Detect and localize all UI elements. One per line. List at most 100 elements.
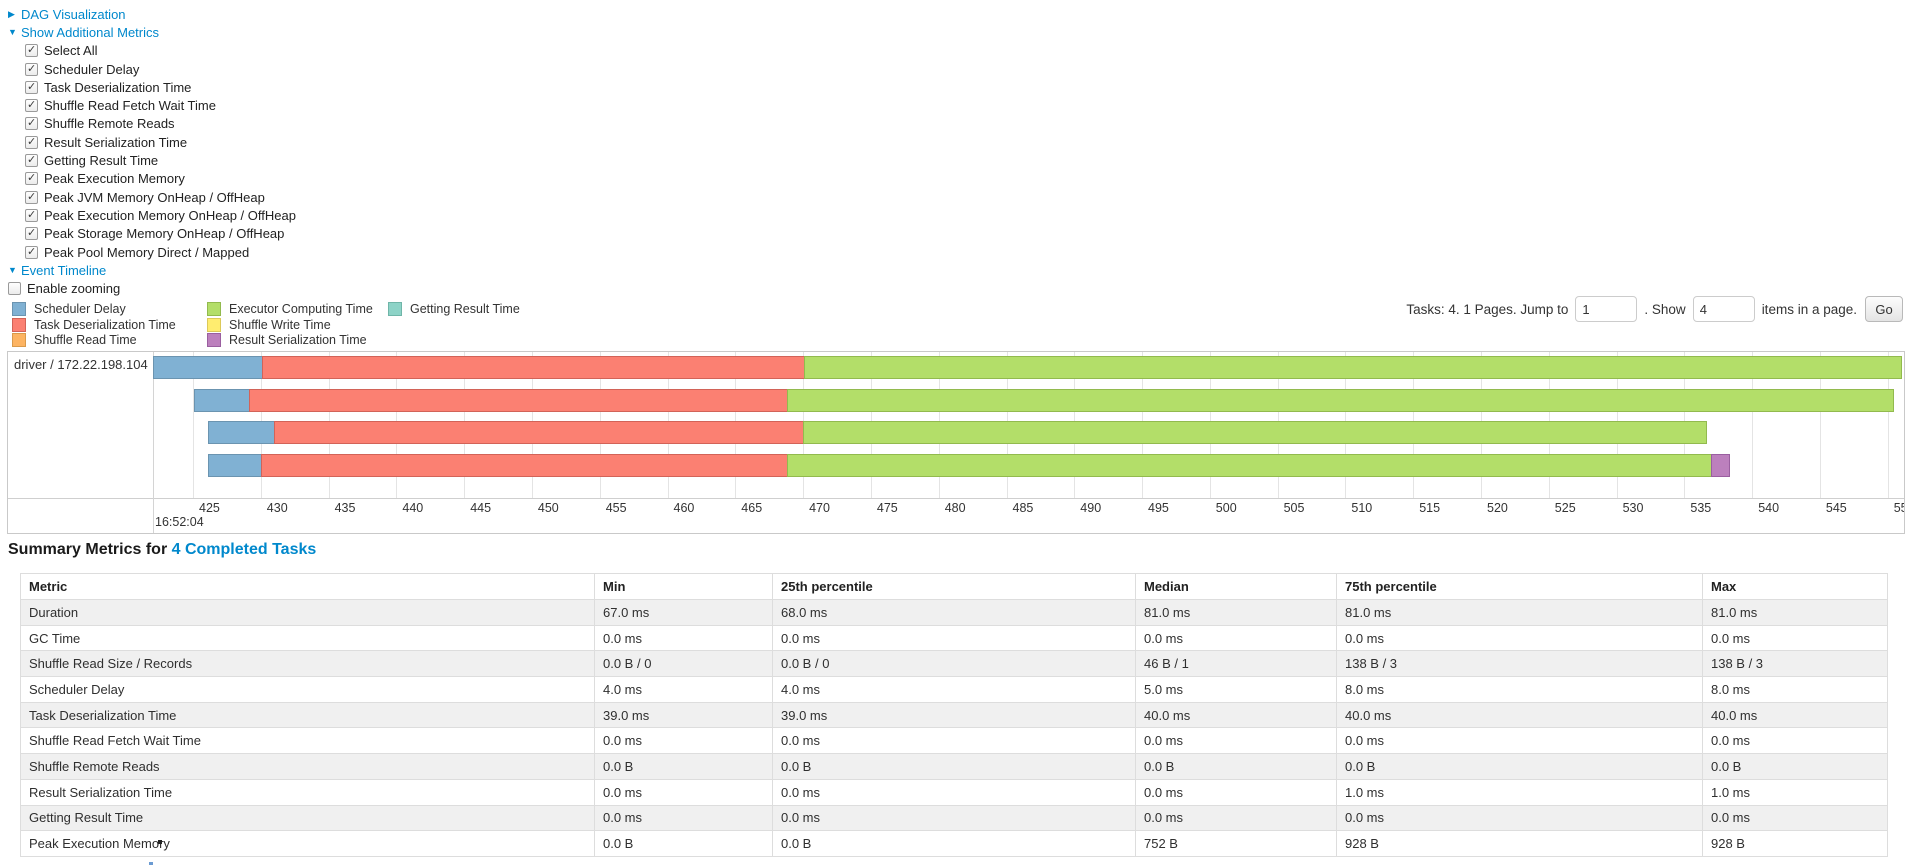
segment-executor-computing bbox=[803, 356, 1902, 379]
gridline bbox=[1819, 352, 1821, 498]
metric-checkbox[interactable] bbox=[25, 43, 38, 58]
show-additional-metrics-link[interactable]: Show Additional Metrics bbox=[21, 24, 160, 40]
metric-checkbox-row: Peak Execution Memory bbox=[8, 170, 296, 188]
event-timeline-link[interactable]: Event Timeline bbox=[21, 262, 107, 278]
enable-zooming-checkbox[interactable] bbox=[8, 282, 21, 296]
metric-value-cell: 40.0 ms bbox=[1135, 701, 1337, 729]
legend-label: Scheduler Delay bbox=[34, 302, 126, 316]
segment-executor-computing bbox=[786, 454, 1713, 477]
metric-value-cell: 4.0 ms bbox=[772, 676, 1136, 703]
metric-value-cell: 0.0 B / 0 bbox=[594, 650, 773, 678]
legend-label: Shuffle Write Time bbox=[229, 317, 331, 332]
metric-checkbox[interactable] bbox=[25, 135, 38, 149]
metric-value-cell: 138 B / 3 bbox=[1336, 650, 1703, 678]
metric-checkbox[interactable] bbox=[25, 80, 38, 94]
metric-checkbox[interactable] bbox=[25, 171, 38, 186]
metric-value-cell: 0.0 ms bbox=[772, 624, 1136, 652]
enable-zooming-row: Enable zooming bbox=[8, 279, 296, 297]
metric-checkbox-row: Peak Storage Memory OnHeap / OffHeap bbox=[8, 225, 296, 243]
jump-to-page-input[interactable] bbox=[1575, 296, 1638, 322]
timeline-axis-line bbox=[8, 498, 1904, 499]
metric-checkbox-row: Result Serialization Time bbox=[8, 133, 296, 151]
legend-label: Task Deserialization Time bbox=[34, 317, 176, 332]
completed-tasks-link[interactable]: 4 Completed Tasks bbox=[171, 541, 317, 558]
metric-value-cell: 67.0 ms bbox=[594, 599, 773, 626]
dag-visualization-toggle[interactable]: ▶ DAG Visualization bbox=[8, 5, 296, 23]
metric-value-cell: 0.0 ms bbox=[772, 727, 1136, 755]
summary-table-row: Scheduler Delay 4.0 ms 4.0 ms 5.0 ms 8.0 ms 8… bbox=[20, 676, 1888, 703]
segment-scheduler-delay bbox=[207, 454, 262, 477]
metric-checkbox-label: Peak Execution Memory bbox=[44, 171, 185, 187]
metric-value-cell: 40.0 ms bbox=[1336, 701, 1703, 729]
show-additional-metrics-toggle[interactable]: ▼ Show Additional Metrics bbox=[8, 23, 296, 41]
metric-value-cell: 0.0 ms bbox=[594, 624, 773, 652]
metric-name-cell: Shuffle Read Fetch Wait Time bbox=[20, 727, 595, 755]
legend-swatch-icon bbox=[12, 333, 26, 347]
axis-tick-label: 435 bbox=[334, 501, 356, 515]
summary-table-row: Duration 67.0 ms 68.0 ms 81.0 ms 81.0 ms 81.0… bbox=[20, 599, 1888, 626]
axis-tick-label: 550 bbox=[1893, 501, 1904, 515]
metric-value-cell: 0.0 ms bbox=[594, 804, 773, 832]
metric-value-cell: 0.0 B bbox=[772, 830, 1136, 857]
summary-table-row: Shuffle Read Fetch Wait Time 0.0 ms 0.0 ms… bbox=[20, 727, 1888, 755]
legend-label: Executor Computing Time bbox=[229, 302, 373, 316]
summary-table-row: Shuffle Remote Reads 0.0 B 0.0 B 0.0 B 0.0 B… bbox=[20, 753, 1888, 780]
segment-scheduler-delay bbox=[194, 389, 250, 412]
segment-result-serialization bbox=[1711, 454, 1731, 477]
metric-checkbox[interactable] bbox=[25, 226, 38, 241]
metric-value-cell: 0.0 ms bbox=[1702, 727, 1888, 755]
metric-checkbox[interactable] bbox=[25, 208, 38, 222]
axis-tick-label: 490 bbox=[1080, 501, 1102, 515]
metric-checkbox-label: Task Deserialization Time bbox=[44, 79, 192, 95]
axis-tick-label: 445 bbox=[470, 501, 492, 515]
segment-task-deserialization bbox=[261, 356, 805, 379]
legend-item: Task Deserialization Time bbox=[12, 317, 176, 332]
legend-swatch-icon bbox=[12, 317, 26, 332]
metric-checkbox-label: Select All bbox=[44, 43, 98, 59]
metric-value-cell: 39.0 ms bbox=[772, 701, 1136, 729]
metric-value-cell: 8.0 ms bbox=[1702, 676, 1888, 703]
items-per-page-input[interactable] bbox=[1692, 296, 1755, 322]
summary-metrics-title: Summary Metrics for 4 Completed Tasks bbox=[8, 541, 316, 559]
summary-column-header: Min bbox=[594, 573, 773, 600]
legend-item: Executor Computing Time bbox=[207, 302, 373, 316]
go-button[interactable]: Go bbox=[1865, 296, 1903, 322]
axis-tick-label: 470 bbox=[809, 501, 830, 515]
metric-value-cell: 0.0 B bbox=[594, 753, 773, 780]
pagination-suffix-text: items in a page. bbox=[1761, 301, 1857, 317]
legend-swatch-icon bbox=[207, 333, 221, 347]
metric-checkbox[interactable] bbox=[25, 153, 38, 168]
axis-tick-label: 525 bbox=[1554, 501, 1576, 515]
metric-name-cell: GC Time bbox=[20, 624, 595, 652]
axis-tick-label: 545 bbox=[1825, 501, 1847, 515]
metric-checkbox[interactable] bbox=[25, 245, 38, 259]
metric-value-cell: 8.0 ms bbox=[1336, 676, 1703, 703]
metric-value-cell: 0.0 ms bbox=[1336, 804, 1703, 832]
metric-value-cell: 0.0 B bbox=[772, 753, 1136, 780]
axis-tick-label: 460 bbox=[673, 501, 695, 515]
axis-tick-label: 520 bbox=[1487, 501, 1508, 515]
metric-checkbox[interactable] bbox=[25, 98, 38, 113]
metric-value-cell: 0.0 ms bbox=[1336, 624, 1703, 652]
metric-checkbox[interactable] bbox=[25, 116, 38, 131]
metric-value-cell: 0.0 ms bbox=[1702, 624, 1888, 652]
event-timeline-chart: driver / 172.22.198.104 425 430 435 440 445 4… bbox=[7, 351, 1905, 534]
metric-checkbox-row: Select All bbox=[8, 42, 296, 60]
metric-value-cell: 0.0 ms bbox=[1702, 804, 1888, 832]
event-timeline-toggle[interactable]: ▼ Event Timeline bbox=[8, 261, 296, 279]
axis-tick-label: 480 bbox=[944, 501, 966, 515]
summary-table-row: Shuffle Read Size / Records 0.0 B / 0 0.0 … bbox=[20, 650, 1888, 678]
metric-name-cell: Result Serialization Time bbox=[20, 778, 595, 806]
dag-visualization-link[interactable]: DAG Visualization bbox=[21, 6, 126, 22]
metric-checkbox-label: Scheduler Delay bbox=[44, 61, 140, 77]
axis-tick-label: 540 bbox=[1758, 501, 1780, 515]
legend-item: Scheduler Delay bbox=[12, 302, 126, 316]
metric-value-cell: 0.0 ms bbox=[1135, 778, 1337, 806]
metric-value-cell: 0.0 ms bbox=[594, 778, 773, 806]
metric-value-cell: 81.0 ms bbox=[1702, 599, 1888, 626]
metric-checkbox[interactable] bbox=[25, 190, 38, 204]
metric-checkbox[interactable] bbox=[25, 62, 38, 76]
axis-tick-label: 500 bbox=[1215, 501, 1237, 515]
legend-swatch-icon bbox=[207, 317, 221, 332]
axis-tick-label: 510 bbox=[1351, 501, 1373, 515]
